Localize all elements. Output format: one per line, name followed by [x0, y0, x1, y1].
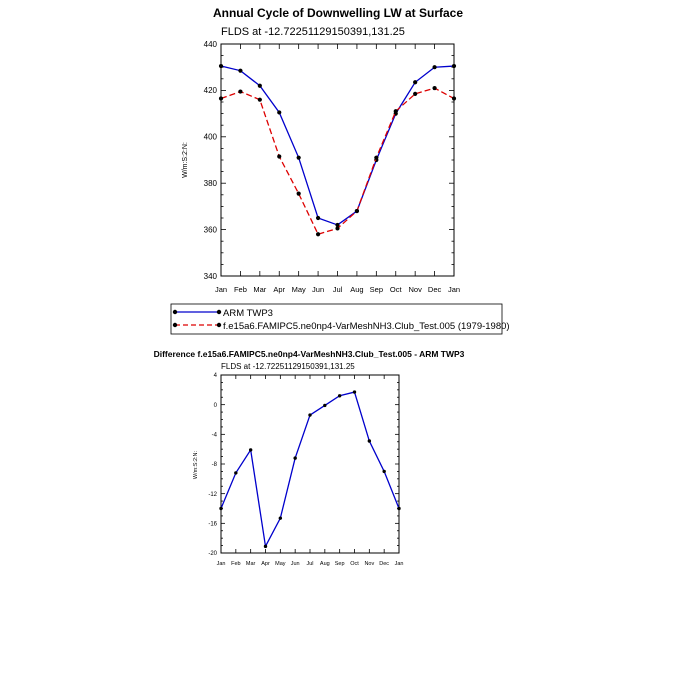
chart2-series-0-point	[337, 394, 342, 398]
chart2-ytick-label: 4	[214, 373, 218, 379]
legend-label-model: f.e15a6.FAMIPC5.ne0np4-VarMeshNH3.Club_T…	[223, 321, 510, 332]
chart1-series-0-point	[432, 65, 437, 70]
chart2-xtick-label: Oct	[350, 561, 359, 567]
chart2-xtick-label: Jun	[291, 561, 300, 567]
chart1-series-1-point	[374, 155, 379, 160]
chart1-series-0-point	[257, 83, 262, 88]
chart2-series	[219, 390, 401, 549]
chart2-xtick-label: Nov	[364, 561, 374, 567]
chart2-xtick-label: May	[275, 561, 286, 567]
chart1-series-1-point	[277, 154, 282, 159]
chart1-xtick-label: Aug	[350, 285, 363, 294]
chart2-series-0-point	[234, 471, 238, 475]
chart1-xtick-label: Nov	[408, 285, 422, 294]
legend-box	[170, 303, 503, 335]
chart2-series-0-point	[263, 544, 268, 549]
chart2-ytick-label: -16	[208, 521, 217, 527]
chart2-ticks: Jan Feb Mar Apr May Jun Jul Aug Sep Oct Nov Dec Jan-…	[208, 373, 403, 567]
chart2-series-0-point	[352, 390, 357, 394]
chart2-xtick-label: Feb	[231, 561, 240, 567]
chart1-series-0-point	[335, 222, 340, 228]
chart1-series-0-point	[277, 110, 282, 115]
chart1-series-0-point	[238, 68, 243, 73]
chart2-xtick-label: Sep	[335, 561, 345, 567]
chart1-xtick-label: Oct	[390, 285, 403, 294]
chart2-series-0-point	[293, 456, 297, 460]
chart1-ylabel: W/m:S:2:N:	[182, 142, 189, 178]
chart1-xtick-label: May	[292, 285, 306, 294]
chart2-xtick-label: Jul	[306, 561, 313, 567]
chart2-series-0-point	[278, 516, 283, 520]
chart1-series-line-1	[220, 87, 455, 236]
chart2-xtick-label: Jan	[217, 561, 226, 567]
chart1-series-1-point	[296, 191, 301, 196]
chart2-subtitle: FLDS at -12.72251129150391,131.25	[221, 362, 355, 371]
chart1-series-0-point	[451, 63, 457, 69]
chart1-ytick-label: 360	[204, 225, 218, 234]
chart2-series-0-point	[219, 506, 223, 511]
chart1-xtick-label: Mar	[253, 285, 266, 294]
chart2-xtick-label: Dec	[379, 561, 389, 567]
chart1-series-1-point	[451, 96, 457, 101]
legend-marker-arm-end	[216, 309, 222, 315]
chart2-ytick-label: -4	[212, 432, 218, 438]
chart1-series	[218, 63, 457, 237]
chart1-series-line-0	[220, 65, 455, 226]
chart1-xtick-label: Dec	[428, 285, 442, 294]
chart2-xtick-label: Aug	[320, 561, 330, 567]
chart1-xtick-label: Sep	[370, 285, 383, 294]
legend-label-arm: ARM TWP3	[223, 308, 273, 319]
chart2-xtick-label: Mar	[246, 561, 256, 567]
chart1-xtick-label: Jun	[312, 285, 324, 294]
legend-marker-arm	[172, 309, 178, 315]
chart2-title: Difference f.e15a6.FAMIPC5.ne0np4-VarMes…	[154, 349, 465, 359]
chart1-legend: ARM TWP3 f.e15a6.FAMIPC5.ne0np4-VarMeshN…	[170, 303, 510, 335]
chart1-series-0-point	[315, 215, 321, 221]
chart2-ytick-label: -8	[212, 462, 218, 468]
chart2-xtick-label: Apr	[261, 561, 270, 567]
chart1-series-1-point	[393, 109, 398, 114]
chart1-ytick-label: 380	[204, 179, 218, 188]
chart2-xtick-label: Jan	[395, 561, 404, 567]
chart1-xtick-label: Jan	[215, 285, 227, 294]
chart1-series-1-point	[354, 208, 360, 214]
chart2-series-0-point	[248, 448, 253, 452]
chart1-ticks: Jan Feb Mar Apr May Jun Jul Aug Sep Oct Nov Dec Jan 3…	[204, 40, 460, 294]
chart2-frame	[220, 374, 400, 554]
chart2-series-0-point	[397, 506, 401, 511]
difference-chart: Difference f.e15a6.FAMIPC5.ne0np4-VarMes…	[154, 349, 465, 567]
chart1-series-1-point	[413, 91, 418, 96]
chart1-xtick-label: Feb	[234, 285, 247, 294]
chart1-series-0-point	[296, 155, 301, 160]
chart1-series-0-point	[413, 80, 418, 85]
chart1-xtick-label: Apr	[273, 285, 285, 294]
chart1-series-1-point	[335, 226, 340, 231]
chart2-ytick-label: 0	[214, 403, 218, 409]
chart1-ytick-label: 440	[204, 40, 218, 49]
chart1-ytick-label: 340	[204, 272, 218, 281]
chart1-xtick-label: Jul	[333, 285, 343, 294]
chart1-series-1-point	[257, 97, 262, 102]
annual-cycle-chart: Annual Cycle of Downwelling LW at Surfac…	[182, 6, 463, 294]
chart1-ytick-label: 400	[204, 133, 218, 142]
chart2-series-0-point	[308, 413, 312, 417]
chart1-series-1-point	[238, 89, 243, 94]
legend-marker-model-end	[216, 322, 222, 328]
chart1-ytick-label: 420	[204, 86, 218, 95]
chart1-subtitle: FLDS at -12.72251129150391,131.25	[221, 26, 405, 38]
chart2-ytick-label: -12	[208, 492, 217, 498]
chart1-series-0-point	[218, 63, 224, 69]
chart1-series-1-point	[218, 96, 224, 101]
legend-marker-model	[172, 322, 178, 328]
chart1-title: Annual Cycle of Downwelling LW at Surfac…	[213, 6, 463, 20]
chart2-series-0-point	[367, 439, 372, 443]
chart2-ytick-label: -20	[208, 551, 217, 557]
chart2-ylabel: W/m:S:2:N:	[193, 450, 199, 479]
chart1-xtick-label: Jan	[448, 285, 460, 294]
chart1-series-1-point	[315, 232, 321, 237]
chart2-series-0-point	[382, 469, 386, 474]
chart1-series-1-point	[432, 85, 437, 91]
chart2-series-0-point	[323, 403, 327, 408]
